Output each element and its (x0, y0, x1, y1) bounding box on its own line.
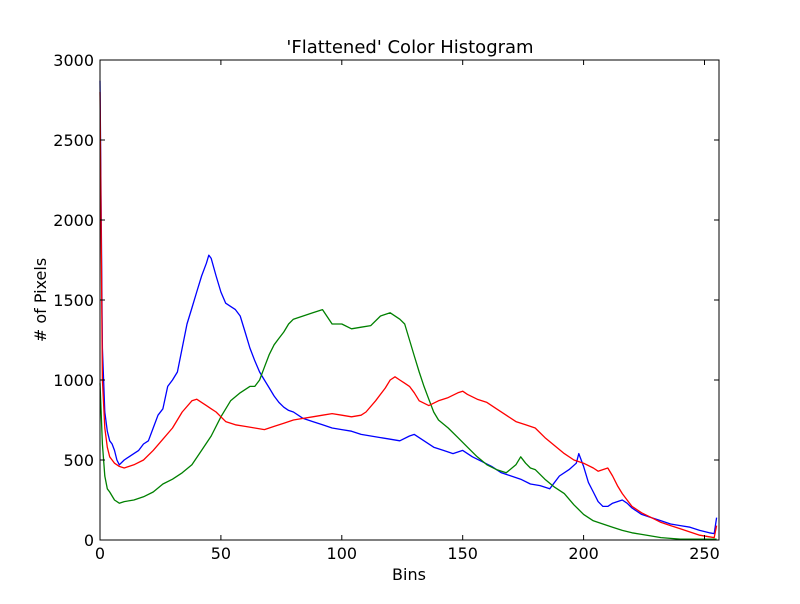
y-tick-label: 500 (63, 451, 94, 470)
series-line-0 (99, 80, 718, 535)
y-tick-label: 1500 (53, 291, 94, 310)
x-tick-label: 250 (689, 544, 720, 563)
y-tick-label: 2500 (53, 131, 94, 150)
x-tick-label: 50 (211, 544, 231, 563)
y-tick-label: 2000 (53, 211, 94, 230)
x-tick-label: 150 (447, 544, 478, 563)
y-tick-label: 0 (84, 531, 94, 550)
y-axis: 0 500 1000 1500 2000 2500 3000 (53, 51, 719, 550)
y-tick-label: 3000 (53, 51, 94, 70)
y-tick-label: 1000 (53, 371, 94, 390)
plot-frame (99, 59, 720, 541)
chart-title: 'Flattened' Color Histogram (286, 37, 533, 58)
x-tick-label: 100 (327, 544, 358, 563)
series-line-1 (99, 308, 717, 540)
x-axis: 0 50 100 150 200 250 (95, 60, 720, 563)
x-tick-label: 0 (95, 544, 105, 563)
series-layer (99, 80, 718, 540)
x-tick-label: 200 (568, 544, 599, 563)
y-axis-label: # of Pixels (31, 258, 50, 342)
x-axis-label: Bins (392, 565, 426, 584)
series-line-2 (99, 91, 718, 539)
